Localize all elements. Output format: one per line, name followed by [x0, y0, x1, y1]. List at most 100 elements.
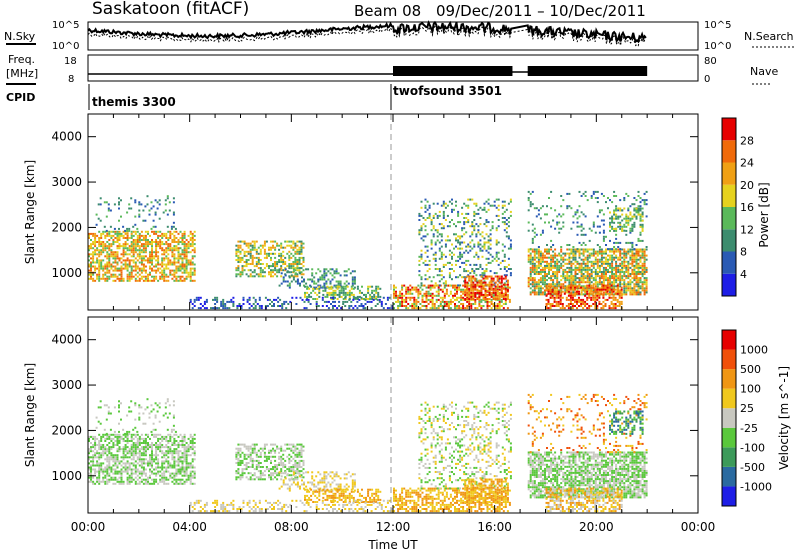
power-cell — [159, 243, 162, 246]
power-cell — [533, 227, 536, 230]
power-cell — [631, 223, 634, 226]
power-cell — [574, 298, 576, 301]
power-cell — [474, 285, 477, 288]
power-cell — [580, 281, 583, 284]
power-cell — [553, 290, 556, 293]
power-cell — [615, 213, 618, 216]
velocity-cell — [122, 450, 125, 453]
power-cell — [94, 265, 97, 268]
power-cell — [92, 259, 95, 262]
velocity-cell — [102, 478, 105, 481]
power-cell — [134, 247, 137, 250]
power-cell — [235, 273, 238, 276]
power-cell — [430, 241, 433, 244]
cpid-mode-2: twofsound 3501 — [393, 84, 502, 98]
power-cell — [261, 244, 264, 247]
power-cell — [128, 227, 131, 230]
power-cell — [251, 271, 254, 274]
power-cell — [429, 286, 432, 289]
power-cell — [631, 254, 634, 257]
power-cell — [550, 266, 553, 269]
power-cell — [535, 283, 538, 286]
cpid-label: CPID — [6, 91, 35, 104]
power-cell — [505, 235, 508, 238]
power-cell — [625, 293, 628, 296]
power-cell — [361, 285, 363, 288]
power-cell — [527, 285, 530, 288]
power-cell — [625, 217, 628, 220]
power-cell — [625, 289, 628, 292]
power-cell — [405, 286, 408, 289]
power-cell — [98, 259, 101, 262]
power-cell — [124, 243, 127, 246]
power-cell — [258, 307, 261, 310]
power-cell — [405, 298, 408, 301]
velocity-cell — [106, 472, 109, 475]
power-cell — [307, 300, 310, 303]
velocity-cell — [90, 460, 92, 463]
power-cell — [132, 247, 135, 250]
power-cell — [509, 245, 512, 248]
power-cell — [572, 281, 575, 284]
power-cell — [584, 293, 587, 296]
power-cell — [105, 229, 108, 232]
power-cell — [611, 266, 614, 269]
power-cell — [98, 265, 101, 268]
power-cell — [468, 293, 471, 296]
power-cell — [569, 286, 572, 289]
power-cell — [474, 287, 477, 290]
power-cell — [348, 295, 351, 298]
power-cell — [460, 296, 463, 299]
power-cell — [582, 293, 585, 296]
power-cell — [437, 307, 440, 310]
power-cell — [153, 232, 156, 235]
velocity-cell — [98, 480, 101, 483]
power-cell — [124, 263, 127, 266]
power-cell — [502, 292, 505, 295]
power-cell — [138, 251, 141, 254]
power-cell — [144, 275, 147, 278]
power-cell — [175, 247, 178, 250]
power-cell — [375, 298, 378, 300]
power-cell — [562, 264, 565, 267]
power-cell — [482, 284, 485, 287]
power-cell — [96, 267, 99, 270]
power-cell — [578, 266, 581, 269]
power-cell — [544, 248, 546, 251]
power-cell — [436, 231, 439, 234]
power-cell — [422, 217, 425, 219]
power-cell — [503, 259, 506, 262]
velocity-cell — [100, 444, 103, 446]
power-cell — [631, 293, 634, 296]
power-cell — [489, 261, 492, 264]
power-cell — [633, 197, 636, 199]
power-cell — [187, 251, 190, 254]
power-cell — [298, 269, 301, 272]
power-cell — [602, 231, 605, 234]
velocity-cell — [134, 470, 137, 473]
power-cell — [140, 255, 143, 258]
power-cell — [284, 246, 287, 249]
power-cell — [243, 252, 246, 255]
power-cell — [175, 265, 178, 268]
power-cell — [470, 305, 473, 307]
power-cell — [419, 303, 422, 305]
power-cell — [339, 284, 342, 287]
velocity-cell — [90, 470, 92, 473]
power-cell — [92, 273, 95, 276]
freq-tick-left-top: 18 — [64, 56, 77, 67]
power-cell — [130, 232, 133, 235]
power-cell — [173, 273, 176, 276]
power-cell — [582, 286, 585, 289]
power-cell — [153, 265, 156, 268]
power-cell — [449, 300, 452, 303]
power-cell — [144, 269, 147, 272]
power-cell — [395, 294, 397, 297]
power-cell — [436, 268, 439, 270]
power-cell — [533, 291, 536, 294]
velocity-cell — [108, 456, 111, 459]
power-cell — [118, 279, 121, 282]
power-cell — [126, 249, 129, 252]
velocity-cell — [104, 437, 107, 440]
velocity-cell — [132, 464, 135, 467]
